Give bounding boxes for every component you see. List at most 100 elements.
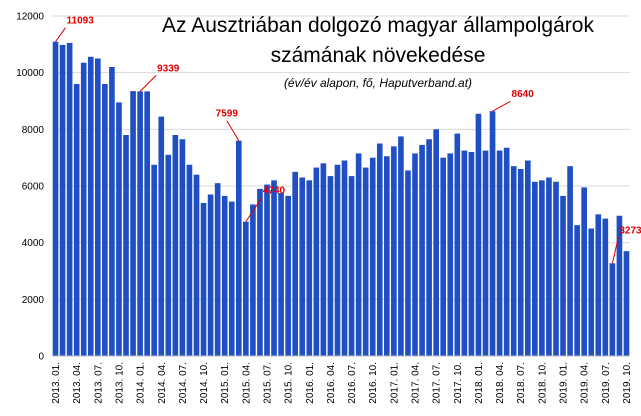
bar (87, 56, 94, 357)
bar (412, 153, 418, 356)
bar (440, 157, 447, 356)
bar (228, 201, 235, 356)
y-tick-label: 12000 (16, 12, 44, 23)
bar (94, 58, 101, 356)
y-tick-label: 6000 (22, 182, 45, 193)
bar (193, 174, 200, 356)
bar (137, 91, 143, 357)
bar (327, 176, 334, 356)
bar (616, 215, 623, 356)
bar (602, 218, 609, 356)
bar (306, 180, 313, 356)
x-tick: 2014. 01. (136, 362, 147, 404)
bar (243, 221, 249, 356)
x-tick: 2016. 07. (347, 362, 358, 404)
bar (278, 193, 284, 356)
bar (52, 41, 59, 356)
bar (165, 154, 172, 356)
bar (221, 195, 228, 356)
bar (609, 263, 616, 356)
x-tick-label: 2013. 07. (93, 362, 104, 404)
x-tick-label: 2019. 01. (559, 362, 570, 404)
bar (144, 91, 150, 357)
bar (123, 135, 129, 356)
bar (376, 143, 383, 356)
annotation-label: 4740 (263, 186, 286, 197)
annotation-leader (245, 197, 263, 222)
x-tick-label: 2018. 07. (516, 362, 527, 404)
bar (567, 166, 573, 356)
x-axis-ticks: 2013. 01. 2013. 04. 2013. 07. 2013. 10. 2014… (51, 362, 633, 404)
x-tick: 2019. 10. (622, 362, 633, 404)
x-tick: 2018. 04. (495, 362, 506, 404)
x-tick: 2014. 07. (178, 362, 189, 404)
x-tick-label: 2016. 10. (368, 362, 379, 404)
bar (73, 84, 80, 356)
x-tick: 2017. 04. (411, 362, 422, 404)
annotation-label: 3273 (619, 225, 641, 236)
x-tick: 2016. 10. (368, 362, 379, 404)
bar (80, 62, 87, 356)
bar (320, 163, 327, 356)
x-tick-label: 2018. 01. (474, 362, 485, 404)
bar (235, 140, 242, 356)
annotation-leader (611, 237, 619, 264)
bar (454, 133, 461, 356)
bar (151, 164, 158, 356)
x-tick-label: 2017. 07. (432, 362, 443, 404)
bar (574, 225, 580, 356)
annotation-leader (139, 75, 157, 92)
annotation-leader (226, 120, 240, 141)
bar (250, 204, 256, 356)
bar (546, 177, 552, 356)
x-tick-label: 2016. 07. (347, 362, 358, 404)
x-tick: 2013. 10. (114, 362, 125, 404)
annotation-label: 9339 (157, 63, 180, 74)
annotation-leader (492, 100, 511, 112)
x-tick: 2015. 04. (241, 362, 252, 404)
annotations: 11093 9339 7599 4740 8640 3273 (55, 16, 641, 264)
chart-title-line1: Az Ausztriában dolgozó magyar állampolgá… (162, 14, 594, 37)
bar (257, 188, 263, 356)
bar (186, 164, 193, 356)
x-tick-label: 2016. 04. (326, 362, 337, 404)
x-tick-label: 2015. 07. (262, 362, 273, 404)
y-tick-label: 2000 (22, 295, 45, 306)
x-tick-label: 2014. 01. (136, 362, 147, 404)
x-tick-label: 2019. 10. (622, 362, 633, 404)
bar (595, 214, 602, 356)
bar (207, 194, 214, 356)
chart-title-line2: számának növekedése (271, 44, 486, 67)
bar (341, 160, 348, 356)
bar (405, 170, 411, 356)
bar (433, 129, 439, 356)
x-tick-label: 2018. 10. (537, 362, 548, 404)
bar (581, 187, 588, 356)
bar (362, 167, 369, 356)
x-tick-label: 2015. 10. (284, 362, 295, 404)
bar (468, 152, 475, 356)
x-tick: 2019. 07. (601, 362, 612, 404)
bar (391, 146, 397, 356)
x-tick: 2013. 04. (72, 362, 83, 404)
bar (539, 180, 545, 356)
x-tick: 2015. 01. (220, 362, 231, 404)
bar (369, 157, 376, 356)
bar (214, 183, 221, 356)
x-tick: 2016. 01. (305, 362, 316, 404)
bar (426, 139, 432, 356)
x-tick: 2017. 07. (432, 362, 443, 404)
annotation-label: 11093 (67, 16, 95, 27)
chart-subtitle: (év/év alapon, fő, Haputverband.at) (284, 76, 472, 90)
bar (158, 116, 165, 356)
x-tick: 2015. 10. (284, 362, 295, 404)
bar (334, 164, 341, 356)
x-tick: 2015. 07. (262, 362, 273, 404)
y-tick-label: 10000 (16, 68, 44, 79)
x-tick-label: 2017. 10. (453, 362, 464, 404)
x-tick: 2018. 10. (537, 362, 548, 404)
bar (517, 169, 524, 356)
x-tick: 2013. 01. (51, 362, 62, 404)
x-tick-label: 2017. 01. (389, 362, 400, 404)
